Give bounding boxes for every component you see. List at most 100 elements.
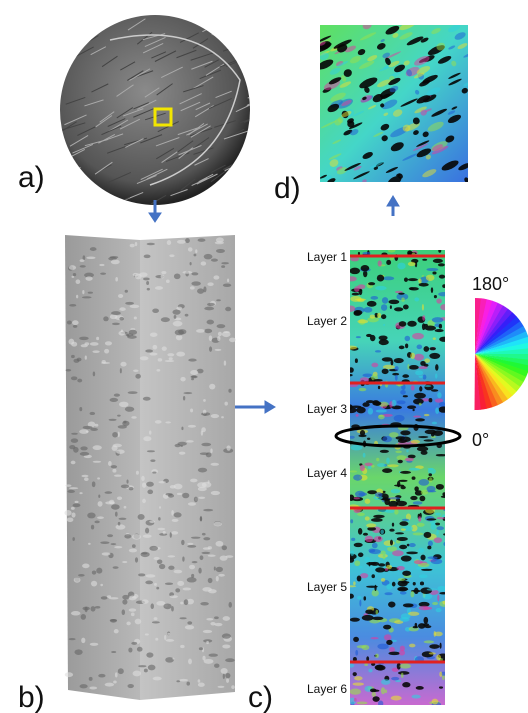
speckle — [79, 337, 89, 340]
speckle — [105, 341, 112, 345]
grain — [357, 701, 368, 704]
panel-label: a) — [18, 161, 45, 194]
speckle — [135, 619, 142, 625]
speckle — [204, 329, 212, 334]
speckle — [93, 371, 95, 376]
speckle — [120, 368, 122, 373]
speckle — [172, 519, 179, 522]
speckle — [69, 487, 78, 489]
grain — [346, 276, 357, 281]
grain — [418, 436, 428, 438]
speckle — [188, 359, 196, 362]
speckle — [96, 337, 99, 340]
speckle — [92, 570, 97, 574]
speckle — [90, 342, 99, 346]
speckle — [130, 305, 140, 309]
grain — [353, 637, 359, 642]
speckle — [222, 644, 230, 648]
speckle — [122, 595, 129, 600]
speckle — [142, 482, 146, 487]
grain — [433, 337, 436, 340]
speckle — [149, 520, 155, 523]
speckle — [85, 355, 87, 359]
speckle — [165, 360, 175, 362]
grain — [383, 365, 395, 369]
grain — [438, 263, 445, 266]
speckle — [82, 296, 92, 298]
speckle — [202, 533, 206, 536]
grain — [410, 496, 417, 500]
grain — [377, 313, 381, 318]
speckle — [159, 506, 161, 509]
grain — [409, 644, 415, 648]
grain — [435, 329, 444, 332]
grain — [436, 608, 442, 612]
grain — [386, 640, 392, 645]
speckle — [163, 603, 171, 609]
speckle — [203, 413, 207, 416]
grain — [353, 672, 357, 676]
grain — [374, 585, 376, 591]
grain — [354, 311, 362, 316]
grain — [398, 460, 403, 463]
speckle — [89, 677, 93, 681]
layer-label: Layer 6 — [307, 682, 347, 696]
speckle — [126, 622, 130, 626]
grain — [397, 566, 405, 570]
grain — [388, 652, 400, 656]
grain — [374, 536, 383, 542]
grain — [377, 644, 388, 650]
speckle — [119, 402, 129, 408]
panel-label: d) — [274, 172, 301, 205]
speckle — [214, 522, 222, 527]
grain — [410, 353, 415, 359]
speckle — [154, 583, 157, 586]
speckle — [177, 240, 186, 244]
fiber — [60, 183, 77, 190]
speckle — [223, 616, 230, 621]
grain — [348, 594, 354, 599]
speckle — [200, 555, 204, 560]
grain — [431, 523, 437, 530]
speckle — [80, 265, 86, 267]
speckle — [141, 476, 145, 481]
grain — [421, 569, 433, 571]
grain — [366, 562, 376, 565]
grain — [353, 581, 356, 585]
speckle — [149, 546, 158, 551]
grain — [359, 566, 363, 568]
speckle — [180, 377, 185, 382]
grain — [394, 415, 405, 422]
grain — [407, 321, 416, 327]
grain — [376, 458, 379, 462]
grain — [350, 519, 353, 523]
grain — [383, 555, 386, 560]
grain — [360, 465, 365, 471]
grain — [355, 491, 365, 498]
speckle — [64, 510, 71, 516]
grain — [436, 298, 441, 303]
speckle — [98, 501, 103, 507]
speckle — [174, 512, 182, 517]
speckle — [127, 335, 137, 339]
speckle — [223, 331, 229, 333]
grain — [437, 594, 439, 601]
grain — [394, 307, 403, 311]
speckle — [154, 557, 160, 560]
speckle — [103, 316, 108, 321]
grain — [378, 260, 382, 266]
speckle — [86, 276, 93, 280]
grain — [350, 257, 359, 261]
speckle — [143, 277, 150, 280]
speckle — [116, 449, 125, 453]
grain — [347, 663, 354, 667]
speckle — [208, 589, 217, 593]
speckle — [169, 357, 173, 360]
speckle — [209, 384, 215, 390]
grain — [350, 618, 360, 622]
speckle — [187, 543, 193, 545]
speckle — [67, 320, 72, 324]
grain — [364, 557, 370, 562]
speckle — [176, 335, 183, 340]
speckle — [121, 484, 129, 488]
